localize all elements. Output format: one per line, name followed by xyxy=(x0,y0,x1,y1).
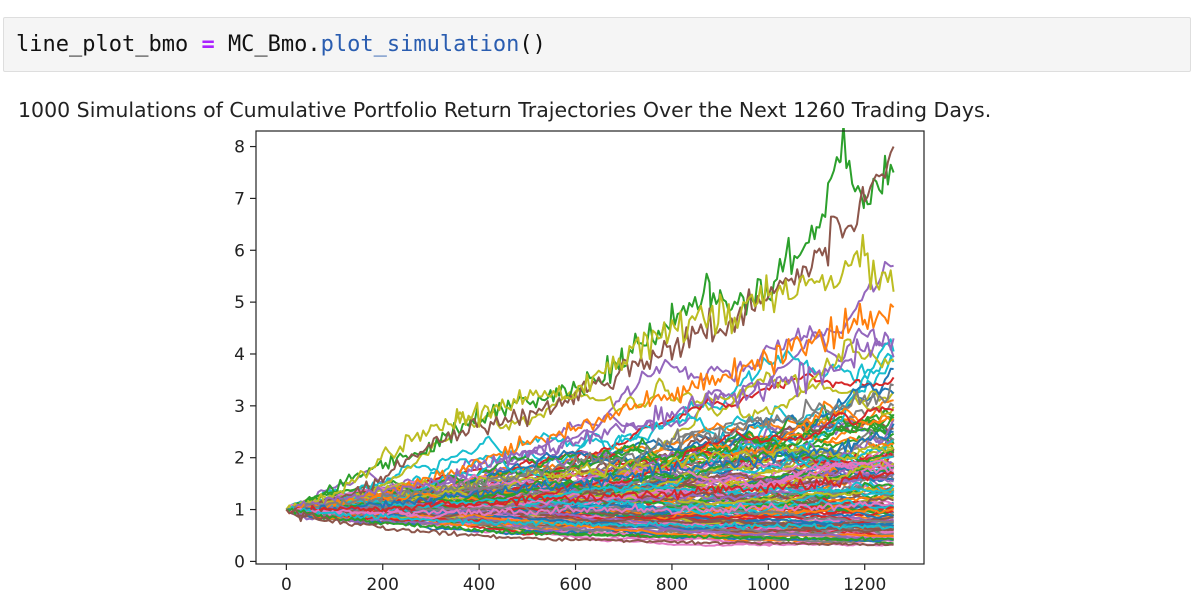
code-dot: . xyxy=(307,32,321,57)
code-line: line_plot_bmo = MC_Bmo.plot_simulation() xyxy=(16,30,546,60)
code-parens: () xyxy=(519,32,546,57)
code-cell-input[interactable]: line_plot_bmo = MC_Bmo.plot_simulation() xyxy=(3,17,1191,72)
simulation-line xyxy=(285,505,894,531)
simulation-line xyxy=(285,233,895,511)
output-title: 1000 Simulations of Cumulative Portfolio… xyxy=(18,98,992,122)
y-tick-label: 7 xyxy=(234,189,245,209)
simulation-lines xyxy=(285,128,895,547)
y-tick-label: 2 xyxy=(234,449,245,469)
x-tick-label: 1200 xyxy=(843,575,886,595)
chart-axes: 0 1 2 3 4 5 6 7 8 0 200 400 600 800 1000 1200 xyxy=(234,138,886,595)
y-tick-label: 8 xyxy=(234,138,245,158)
x-tick-label: 0 xyxy=(281,575,292,595)
x-tick-label: 800 xyxy=(656,575,688,595)
x-tick-label: 400 xyxy=(463,575,495,595)
plot-frame xyxy=(255,130,925,565)
y-tick-label: 1 xyxy=(234,501,245,521)
simulation-line xyxy=(286,507,894,532)
simulation-line xyxy=(286,507,894,542)
simulation-line xyxy=(285,507,894,547)
y-tick-label: 3 xyxy=(234,397,245,417)
simulation-line xyxy=(285,470,894,515)
simulation-line xyxy=(286,331,895,512)
simulation-chart: 0 1 2 3 4 5 6 7 8 0 200 400 600 800 1000 1200 xyxy=(234,128,925,595)
y-tick-label: 0 xyxy=(234,552,245,572)
y-tick-label: 4 xyxy=(234,345,245,365)
y-tick-label: 6 xyxy=(234,241,245,261)
y-tick-label: 5 xyxy=(234,293,245,313)
code-object: MC_Bmo xyxy=(227,32,308,57)
code-variable: line_plot_bmo xyxy=(16,32,189,57)
x-tick-label: 1000 xyxy=(747,575,790,595)
simulation-line xyxy=(286,383,894,512)
simulation-line xyxy=(285,302,895,515)
simulation-line xyxy=(286,445,895,512)
simulation-line xyxy=(286,430,894,513)
x-tick-label: 600 xyxy=(559,575,591,595)
code-method: plot_simulation xyxy=(320,32,520,57)
x-tick-label: 200 xyxy=(367,575,399,595)
code-operator: = xyxy=(201,32,215,57)
simulation-line xyxy=(285,501,895,518)
